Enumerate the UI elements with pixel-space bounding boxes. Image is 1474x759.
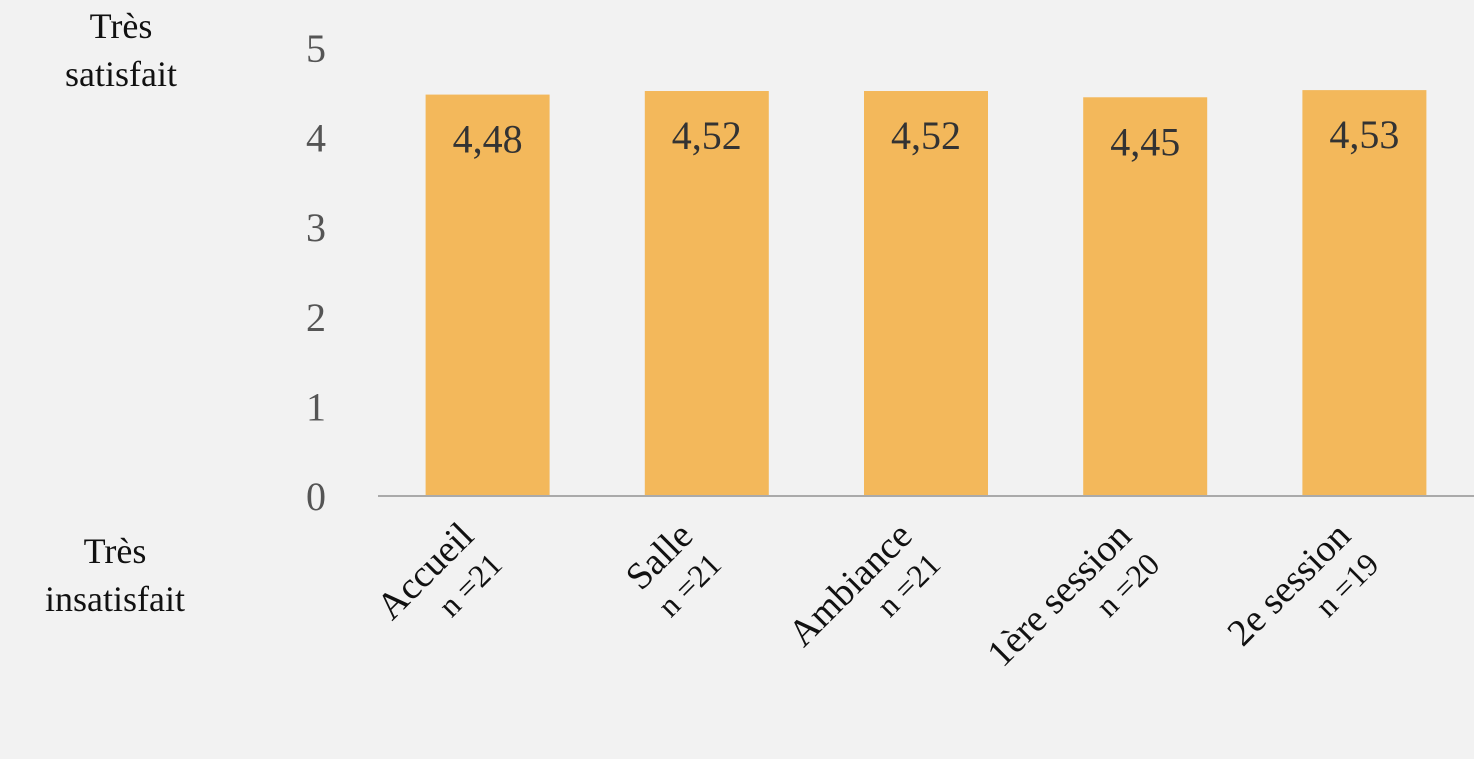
bar <box>864 91 988 497</box>
y-tick-label: 2 <box>306 295 326 340</box>
label-top-line2: satisfait <box>65 54 177 94</box>
label-tres-satisfait: Très satisfait <box>6 2 236 98</box>
data-label: 4,52 <box>672 113 742 158</box>
label-top-line1: Très <box>89 6 153 46</box>
label-bottom-line1: Très <box>83 531 147 571</box>
bar <box>1302 90 1427 496</box>
data-label: 4,52 <box>891 113 961 158</box>
data-label: 4,45 <box>1110 119 1180 164</box>
y-tick-label: 1 <box>306 384 326 429</box>
y-tick-label: 0 <box>306 474 326 519</box>
y-tick-label: 3 <box>306 205 326 250</box>
data-label: 4,53 <box>1329 112 1399 157</box>
bar <box>644 91 769 497</box>
bar <box>425 94 550 496</box>
label-tres-insatisfait: Très insatisfait <box>0 527 230 623</box>
bar <box>1083 97 1208 496</box>
label-bottom-line2: insatisfait <box>45 579 185 619</box>
y-tick-label: 5 <box>306 26 326 71</box>
y-tick-label: 4 <box>306 116 326 161</box>
data-label: 4,48 <box>453 117 523 162</box>
